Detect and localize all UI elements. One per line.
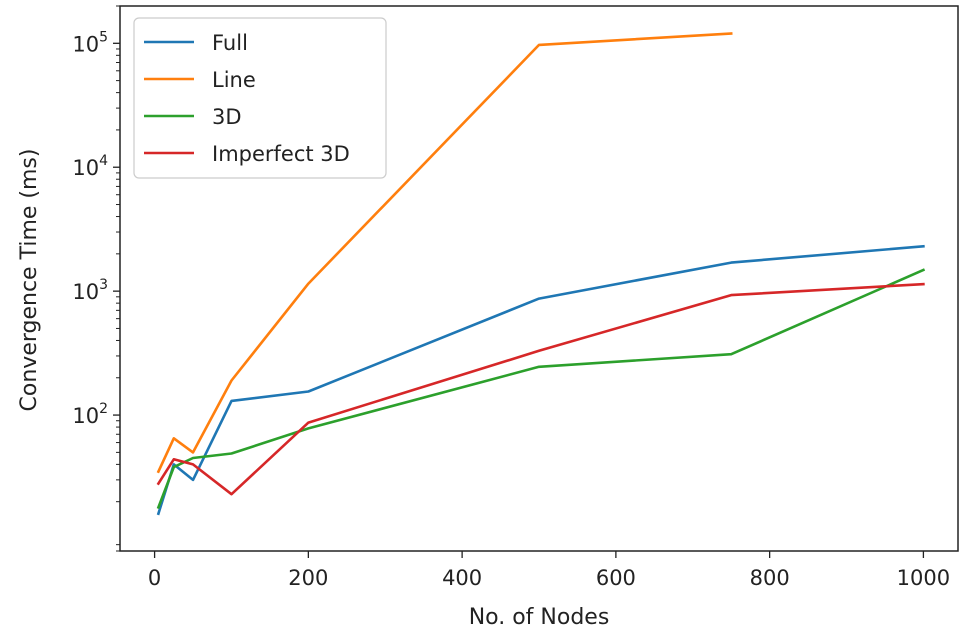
plot-frame xyxy=(119,5,959,552)
x-tick-label: 600 xyxy=(596,566,636,590)
y-axis-label: Convergence Time (ms) xyxy=(17,149,42,412)
legend-label: Line xyxy=(212,68,256,92)
y-tick-label: 102 xyxy=(72,401,108,428)
legend: Full Line 3D Imperfect 3D xyxy=(133,17,387,179)
series-line-line xyxy=(156,32,733,474)
x-axis-ticks: 0 200 400 600 800 1000 xyxy=(148,551,950,590)
y-tick-label: 103 xyxy=(72,277,108,304)
x-tick-label: 400 xyxy=(442,566,482,590)
x-tick-label: 0 xyxy=(148,566,161,590)
series-line-full xyxy=(156,244,925,516)
y-tick-label: 104 xyxy=(72,153,108,180)
x-tick-label: 200 xyxy=(288,566,328,590)
legend-box xyxy=(133,17,387,179)
y-axis-ticks: 102 103 104 105 xyxy=(72,5,120,552)
x-tick-label: 800 xyxy=(750,566,790,590)
x-axis-label: No. of Nodes xyxy=(469,605,610,630)
x-tick-label: 1000 xyxy=(897,566,950,590)
legend-label: Full xyxy=(212,31,248,55)
series-line-3d xyxy=(156,268,926,510)
y-tick-label: 105 xyxy=(72,29,108,56)
series-lines xyxy=(156,32,926,516)
series-line-imperfect-3d xyxy=(156,282,925,496)
legend-label: 3D xyxy=(212,105,242,129)
legend-label: Imperfect 3D xyxy=(212,142,350,166)
